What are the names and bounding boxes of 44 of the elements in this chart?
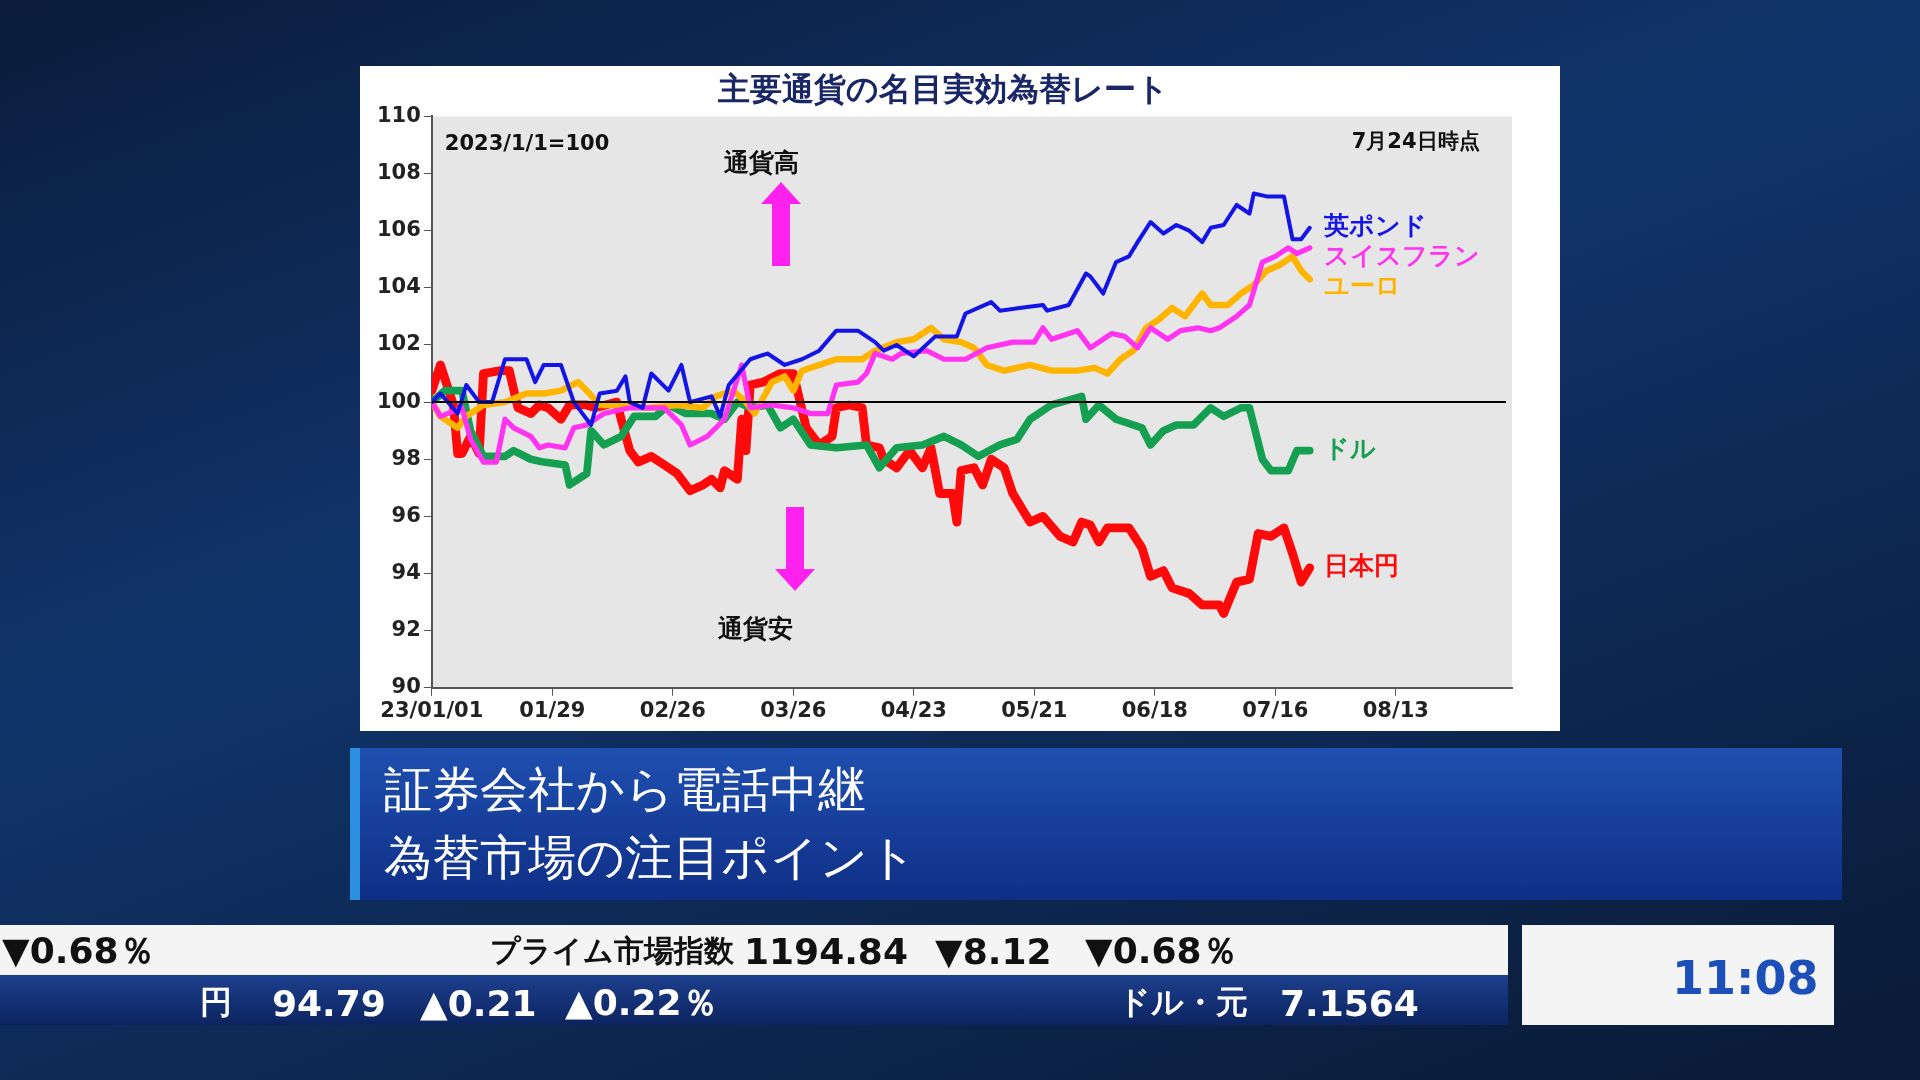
x-tick-label: 08/13 (1362, 697, 1429, 722)
y-tick-label: 100 (376, 388, 421, 413)
x-tick-label: 06/18 (1121, 697, 1188, 722)
y-tick-label: 90 (391, 674, 421, 699)
text: ▼0.68％ (1085, 928, 1238, 973)
y-tick-label: 108 (376, 159, 421, 184)
text: ▲0.22％ (565, 980, 718, 1025)
text: ▲0.21 (420, 982, 537, 1024)
text: ドル・元 (1118, 982, 1248, 1023)
text: 円 (200, 982, 232, 1023)
annotation: 2023/1/1=100 (444, 131, 610, 156)
text: 1194.84 (744, 930, 908, 972)
y-tick-label: 102 (376, 331, 421, 356)
text: 94.79 (272, 982, 386, 1024)
y-tick-label: 98 (391, 445, 421, 470)
text: 7.1564 (1280, 982, 1419, 1024)
chart-title: 主要通貨の名目実効為替レート (716, 69, 1169, 108)
text: プライム市場指数 (490, 931, 734, 970)
x-tick-label: 07/16 (1242, 697, 1309, 722)
y-tick-label: 94 (391, 559, 421, 584)
text: 為替市場の注目ポイント (384, 828, 917, 887)
y-tick-label: 92 (391, 617, 421, 642)
series-label: スイスフラン (1323, 241, 1480, 271)
text: ▼8.12 (935, 930, 1052, 972)
series-label: ドル (1323, 434, 1376, 464)
text: ▼0.68％ (2, 928, 155, 973)
x-tick-label: 01/29 (519, 697, 586, 722)
y-tick-label: 106 (376, 217, 421, 242)
text: 証券会社から電話中継 (384, 760, 866, 819)
x-tick-label: 03/26 (760, 697, 827, 722)
x-tick-label: 23/01/01 (380, 697, 484, 722)
y-tick-label: 96 (391, 502, 421, 527)
y-tick-label: 104 (376, 274, 421, 299)
series-label: 英ポンド (1322, 211, 1427, 241)
text: 11:08 (1672, 951, 1819, 1005)
y-tick-label: 110 (376, 102, 421, 127)
series-label: ユーロ (1323, 271, 1401, 301)
series-label: 日本円 (1323, 551, 1399, 581)
annotation: 7月24日時点 (1351, 128, 1480, 153)
x-tick-label: 05/21 (1001, 697, 1068, 722)
annotation: 通貨安 (718, 614, 794, 644)
x-tick-label: 04/23 (880, 697, 947, 722)
x-tick-label: 02/26 (639, 697, 706, 722)
annotation: 通貨高 (723, 148, 799, 178)
